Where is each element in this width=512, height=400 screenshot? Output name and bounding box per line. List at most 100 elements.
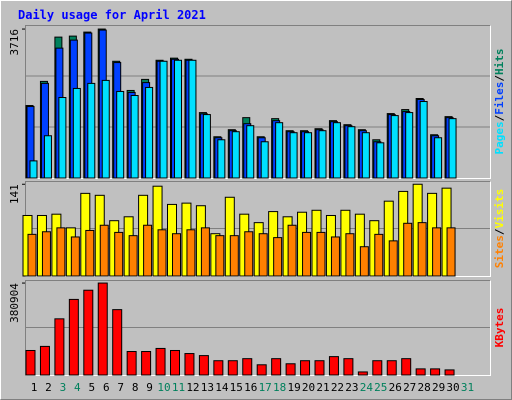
bar (347, 126, 356, 179)
legend-entry: Files (493, 82, 506, 115)
x-tick-label: 20 (302, 381, 315, 394)
bar (430, 368, 441, 376)
bar (244, 231, 254, 277)
bar (157, 229, 167, 277)
x-tick-label: 30 (446, 381, 459, 394)
bar (386, 360, 397, 376)
x-tick-label: 4 (74, 381, 81, 394)
chart-title: Daily usage for April 2021 (18, 8, 206, 22)
bar (99, 224, 109, 277)
bar (27, 233, 37, 277)
bar (242, 358, 253, 376)
bar (145, 86, 154, 179)
bar (246, 125, 255, 179)
legend-entry: Sites (493, 235, 506, 268)
bar (72, 87, 81, 179)
bar (112, 309, 123, 376)
bar (300, 360, 311, 376)
bar (54, 318, 65, 376)
legend: Sites/Visits (493, 189, 506, 269)
y-tick-label: 3716 (8, 29, 21, 56)
bar (188, 59, 197, 179)
x-tick-label: 11 (172, 381, 185, 394)
bar (70, 236, 80, 277)
panel-bevel (25, 280, 491, 376)
bar (202, 114, 211, 179)
bar (116, 90, 125, 179)
legend-entry: Visits (493, 189, 506, 229)
bar (143, 224, 153, 277)
bar (359, 246, 369, 277)
bar (43, 135, 52, 179)
bar (217, 139, 226, 179)
bar (25, 349, 36, 376)
bar (258, 233, 268, 277)
bar (58, 97, 67, 179)
bar (444, 369, 455, 376)
x-tick-label: 2 (45, 381, 52, 394)
bar (328, 356, 339, 376)
panel-bevel (25, 280, 491, 376)
bar (87, 82, 96, 179)
bar (39, 345, 50, 376)
x-tick-label: 27 (403, 381, 416, 394)
bar (316, 231, 326, 277)
bar (273, 237, 283, 277)
bar (285, 363, 296, 376)
bar (275, 122, 284, 179)
bar (374, 233, 384, 277)
bar (390, 115, 399, 179)
bar (330, 236, 340, 277)
bar (287, 224, 297, 277)
x-tick-label: 19 (287, 381, 300, 394)
legend-entry: KBytes (493, 308, 506, 348)
bar (403, 222, 413, 277)
bar (198, 355, 209, 376)
bar (419, 101, 428, 179)
bar (159, 60, 168, 179)
x-tick-label: 29 (432, 381, 445, 394)
x-tick-label: 26 (389, 381, 402, 394)
x-tick-label: 17 (259, 381, 272, 394)
bar (345, 233, 355, 277)
bar (376, 142, 385, 179)
bar (405, 112, 414, 179)
bar (229, 235, 239, 277)
bar (130, 95, 139, 179)
y-tick-label: 380904 (8, 283, 21, 323)
x-tick-label: 24 (360, 381, 374, 394)
legend-entry: Hits (493, 49, 506, 76)
bar (170, 349, 180, 376)
y-tick-label: 141 (8, 184, 21, 204)
bar (114, 231, 124, 277)
bar (174, 59, 182, 179)
bar (332, 122, 341, 179)
x-tick-label: 10 (157, 381, 170, 394)
bar (29, 160, 38, 179)
bar (68, 298, 79, 376)
legend-entry: Pages (493, 121, 506, 154)
x-tick-label: 5 (88, 381, 95, 394)
x-tick-label: 21 (316, 381, 329, 394)
legend-separator: / (493, 114, 506, 121)
legend: KBytes (493, 308, 506, 348)
legend-separator: / (493, 228, 506, 235)
bar (184, 353, 195, 376)
x-tick-label: 23 (345, 381, 358, 394)
bar (388, 240, 398, 277)
bar (357, 371, 368, 376)
x-tick-label: 13 (201, 381, 214, 394)
x-tick-label: 3 (60, 381, 67, 394)
x-tick-label: 25 (374, 381, 387, 394)
bar (260, 141, 269, 179)
bar (314, 360, 325, 376)
bar (227, 360, 238, 376)
bar (372, 360, 383, 376)
x-tick-label: 7 (117, 381, 124, 394)
bar (446, 227, 456, 277)
x-tick-label: 15 (230, 381, 243, 394)
bar (415, 368, 426, 376)
bar (155, 347, 166, 376)
bar (448, 118, 457, 179)
